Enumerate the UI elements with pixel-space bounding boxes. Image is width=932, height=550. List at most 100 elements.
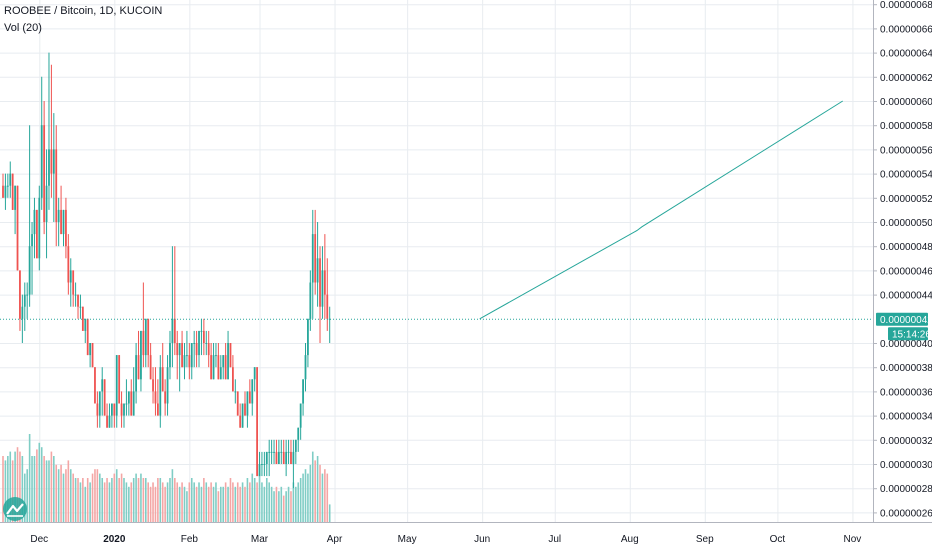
candle-body bbox=[219, 367, 222, 380]
candlestick-series bbox=[2, 52, 331, 489]
candle-body bbox=[217, 355, 220, 380]
candle-body bbox=[69, 270, 72, 283]
candle-body bbox=[328, 318, 331, 320]
candle-body bbox=[193, 343, 196, 344]
volume-bar bbox=[311, 451, 314, 522]
volume-bar bbox=[77, 478, 79, 522]
trend-line[interactable] bbox=[479, 100, 844, 320]
time-tick-label: Jul bbox=[548, 534, 561, 545]
candle-body bbox=[261, 464, 263, 465]
volume-bar bbox=[118, 478, 120, 522]
volume-bar bbox=[309, 464, 312, 522]
candle-body bbox=[67, 246, 70, 283]
volume-bar bbox=[198, 482, 200, 522]
volume-bar bbox=[181, 482, 183, 522]
volume-bar bbox=[33, 456, 36, 522]
current-price-label: 0.00000042 bbox=[880, 315, 932, 326]
volume-bar bbox=[261, 482, 263, 522]
volume-bar bbox=[307, 473, 309, 522]
candle-body bbox=[253, 367, 256, 380]
price-tick-label: 0.00000058 bbox=[880, 121, 932, 132]
tradingview-logo-icon[interactable] bbox=[3, 497, 27, 521]
volume-bar bbox=[234, 486, 237, 522]
volume-bar bbox=[207, 486, 210, 522]
price-axis-panel[interactable] bbox=[873, 0, 932, 550]
volume-bar bbox=[130, 482, 133, 522]
volume-bar bbox=[28, 434, 31, 522]
price-tick-label: 0.00000054 bbox=[880, 170, 932, 181]
volume-bar bbox=[123, 478, 125, 522]
volume-bar bbox=[72, 473, 74, 522]
candle-body bbox=[52, 149, 55, 174]
volume-bar bbox=[200, 486, 203, 522]
chart-grid bbox=[0, 0, 873, 522]
candle-body bbox=[140, 330, 142, 380]
candle-body bbox=[127, 391, 130, 404]
candle-body bbox=[89, 343, 92, 356]
candle-body bbox=[91, 343, 94, 368]
volume-bar bbox=[297, 482, 300, 522]
volume-bar bbox=[164, 486, 166, 522]
volume-bar bbox=[65, 469, 67, 522]
volume-bar bbox=[217, 491, 220, 522]
volume-bar bbox=[241, 482, 244, 522]
volume-bar bbox=[212, 486, 215, 522]
candle-body bbox=[311, 234, 314, 283]
volume-bar bbox=[152, 482, 154, 522]
candle-body bbox=[270, 451, 273, 453]
volume-bar bbox=[186, 491, 188, 522]
time-tick-label: Jun bbox=[474, 534, 490, 545]
volume-bar bbox=[171, 469, 174, 522]
candle-body bbox=[9, 173, 12, 186]
volume-bar bbox=[324, 469, 326, 522]
candle-body bbox=[26, 294, 29, 296]
volume-bar bbox=[99, 473, 101, 522]
volume-bar bbox=[67, 460, 70, 522]
volume-bar bbox=[84, 486, 87, 522]
candle-body bbox=[292, 451, 295, 464]
candle-body bbox=[38, 197, 41, 259]
candle-body bbox=[263, 464, 266, 465]
volume-bar bbox=[115, 469, 118, 522]
candle-body bbox=[239, 415, 242, 428]
volume-bar bbox=[38, 442, 41, 522]
volume-bar bbox=[251, 473, 254, 522]
candle-body bbox=[299, 403, 302, 428]
candle-body bbox=[273, 451, 275, 453]
volume-bar bbox=[69, 469, 72, 522]
volume-bar bbox=[321, 473, 324, 522]
volume-bar bbox=[11, 460, 14, 522]
candle-body bbox=[43, 125, 46, 222]
volume-bar bbox=[79, 482, 82, 522]
candle-body bbox=[74, 294, 77, 296]
candle-body bbox=[173, 318, 176, 343]
candle-body bbox=[202, 330, 205, 343]
volume-bar bbox=[53, 456, 55, 522]
volume-bar bbox=[16, 447, 19, 522]
volume-bar bbox=[4, 460, 7, 522]
candle-body bbox=[164, 391, 167, 404]
time-tick-label: Dec bbox=[30, 534, 48, 545]
candle-body bbox=[195, 343, 198, 356]
price-tick-label: 0.00000050 bbox=[880, 218, 932, 229]
candle-body bbox=[166, 367, 169, 404]
candle-body bbox=[222, 355, 225, 368]
volume-bar bbox=[101, 478, 104, 522]
candle-body bbox=[258, 464, 261, 477]
volume-bar bbox=[246, 478, 249, 522]
candle-body bbox=[23, 294, 26, 307]
candle-body bbox=[282, 451, 285, 464]
candle-body bbox=[40, 125, 43, 198]
candle-body bbox=[200, 330, 203, 332]
candle-body bbox=[130, 391, 133, 416]
volume-bar bbox=[210, 482, 212, 522]
candle-body bbox=[304, 355, 307, 380]
volume-bar bbox=[96, 469, 99, 522]
time-tick-label: Feb bbox=[181, 534, 199, 545]
volume-bar bbox=[144, 478, 147, 522]
candle-body bbox=[307, 318, 309, 356]
volume-bar bbox=[256, 482, 258, 522]
candle-body bbox=[81, 306, 84, 331]
price-tick-label: 0.00000048 bbox=[880, 242, 932, 253]
